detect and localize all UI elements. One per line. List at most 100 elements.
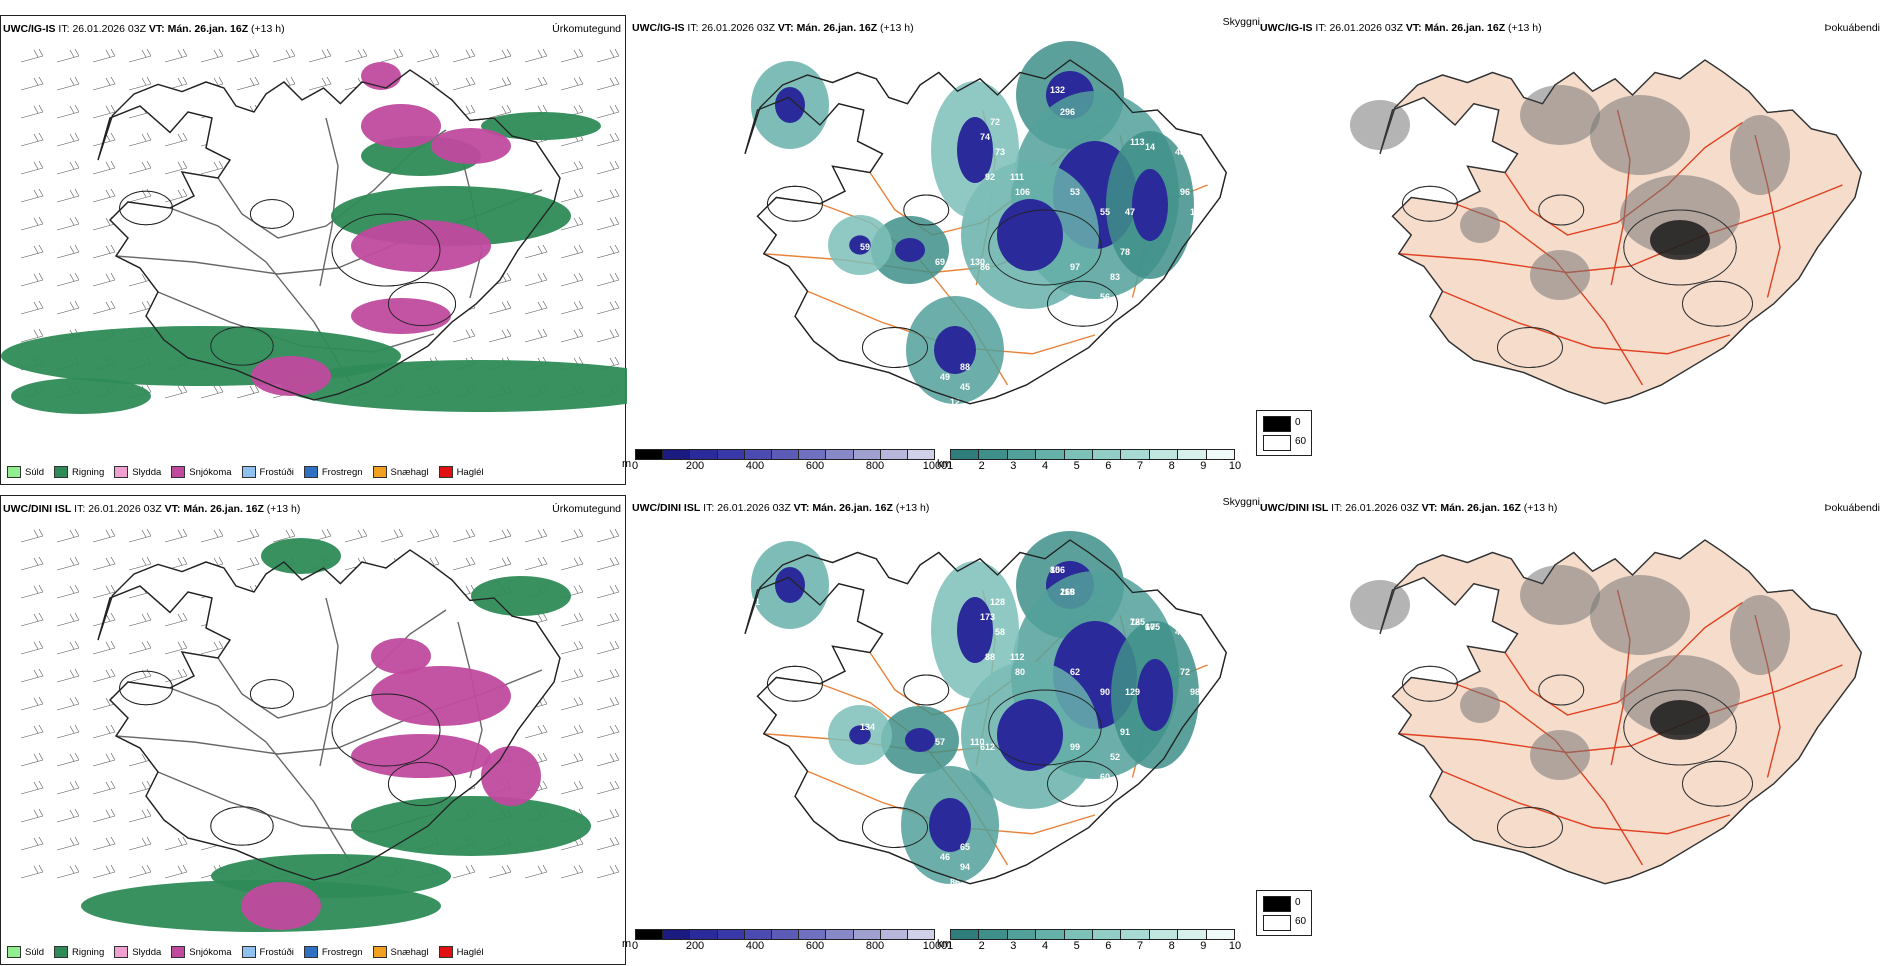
scale-swatch xyxy=(1093,930,1122,939)
coastline xyxy=(744,539,1227,885)
scale-bar xyxy=(635,929,935,940)
visibility-value: 175 xyxy=(1145,622,1160,632)
wind-barb xyxy=(20,48,44,63)
precip-area xyxy=(11,378,151,414)
wind-barb xyxy=(92,724,116,739)
panel-tag: Úrkomutegund xyxy=(552,503,621,515)
fog-area xyxy=(1730,595,1790,675)
road xyxy=(169,687,351,863)
wind-barb xyxy=(56,132,80,147)
wind-barb xyxy=(128,528,152,543)
cloud-base-area xyxy=(905,728,935,752)
visibility-value: 48 xyxy=(1175,147,1185,157)
legend-swatch xyxy=(303,946,318,958)
visibility-value: 64 xyxy=(1205,167,1215,177)
visibility-value: 83 xyxy=(1110,272,1120,282)
fog-area xyxy=(1460,207,1500,243)
scale-tick: 9 xyxy=(1200,460,1207,472)
precip-area xyxy=(371,638,431,674)
wind-barb xyxy=(380,48,404,63)
visibility-scale: 1 2 3 4 5 6 7 8 9 10 km xyxy=(937,929,1241,953)
visibility-value: 98 xyxy=(1190,687,1200,697)
fog-area xyxy=(1520,85,1600,145)
wind-barb xyxy=(488,556,512,571)
legend-label: Haglél xyxy=(456,946,484,958)
wind-barb xyxy=(596,864,620,879)
glacier-outline xyxy=(119,190,173,226)
glacier-outline xyxy=(903,194,950,226)
glacier-outline xyxy=(1047,760,1118,807)
scale-tick: 8 xyxy=(1168,460,1175,472)
scale-ticks: 1 2 3 4 5 6 7 8 9 10 xyxy=(947,460,1241,473)
glacier-outline xyxy=(1402,185,1458,222)
visibility-value: 86 xyxy=(1105,787,1115,797)
legend-item: Slydda xyxy=(114,466,161,478)
wind-barb xyxy=(164,384,188,399)
wind-barb xyxy=(560,300,584,315)
wind-barb xyxy=(56,216,80,231)
panel-title: UWC/DINI ISL IT: 26.01.2026 03Z VT: Mán.… xyxy=(632,502,930,514)
legend-swatch xyxy=(438,946,453,958)
visibility-value: 119 xyxy=(1060,587,1075,597)
fog-map xyxy=(1350,539,1862,885)
glacier-outline xyxy=(862,807,928,848)
visibility-value: 130 xyxy=(970,257,985,267)
wind-barb xyxy=(56,556,80,571)
legend-item: Rigning xyxy=(54,466,104,478)
wind-barb xyxy=(596,584,620,599)
scale-bar xyxy=(635,449,935,460)
wind-barb xyxy=(56,244,80,259)
wind-barb xyxy=(92,300,116,315)
wind-barb xyxy=(560,864,584,879)
visibility-value: 12 xyxy=(950,397,960,407)
wind-barb xyxy=(596,48,620,63)
scale-swatch xyxy=(771,930,800,939)
visibility-value: 129 xyxy=(1125,687,1140,697)
wind-barb xyxy=(236,48,260,63)
scale-swatch xyxy=(979,450,1008,459)
wind-barb xyxy=(200,528,224,543)
scale-bar xyxy=(950,449,1235,460)
scale-swatch xyxy=(1064,450,1094,459)
panel-tag: Skyggni xyxy=(1222,16,1260,28)
fog-max-swatch xyxy=(1263,896,1291,912)
panel-title: UWC/IG-IS IT: 26.01.2026 03Z VT: Mán. 26… xyxy=(632,22,914,34)
wind-barb xyxy=(56,160,80,175)
legend-label: Snæhagl xyxy=(390,946,429,958)
scale-swatch xyxy=(744,450,772,459)
precip-area xyxy=(241,882,321,930)
wind-barb xyxy=(560,328,584,343)
visibility-value: 156 xyxy=(1050,565,1065,575)
glacier-outline xyxy=(1538,194,1585,226)
precip-area xyxy=(351,298,451,334)
wind-barb xyxy=(20,528,44,543)
scale-swatch xyxy=(636,450,664,459)
wind-barb xyxy=(164,612,188,627)
visibility-value: 52 xyxy=(1110,752,1120,762)
fog-area xyxy=(1530,730,1590,780)
road xyxy=(1398,184,1843,274)
wind-barb xyxy=(560,696,584,711)
scale-swatch xyxy=(771,450,800,459)
wind-barb xyxy=(560,724,584,739)
precip-area xyxy=(361,104,441,148)
wind-barb xyxy=(596,244,620,259)
legend-swatch xyxy=(114,466,129,478)
scale-tick: 800 xyxy=(865,940,885,952)
glacier-outline xyxy=(1682,760,1753,807)
wind-barb xyxy=(20,864,44,879)
precipitation-type-panel: UWC/IG-IS IT: 26.01.2026 03Z VT: Mán. 26… xyxy=(0,15,627,485)
fog-max-label: 0 xyxy=(1295,417,1301,428)
visibility-value: 75 xyxy=(1200,222,1210,232)
wind-barb xyxy=(488,528,512,543)
wind-barb xyxy=(20,244,44,259)
scale-tick: 800 xyxy=(865,460,885,472)
wind-barb xyxy=(20,780,44,795)
scale-ticks: 0 200 400 600 800 1000 xyxy=(632,460,947,473)
precip-area xyxy=(281,360,627,412)
panel-tag: Þokuábendi xyxy=(1824,502,1880,514)
wind-barb xyxy=(344,48,368,63)
wind-barb xyxy=(380,528,404,543)
fog-area xyxy=(1730,115,1790,195)
wind-barb xyxy=(524,528,548,543)
